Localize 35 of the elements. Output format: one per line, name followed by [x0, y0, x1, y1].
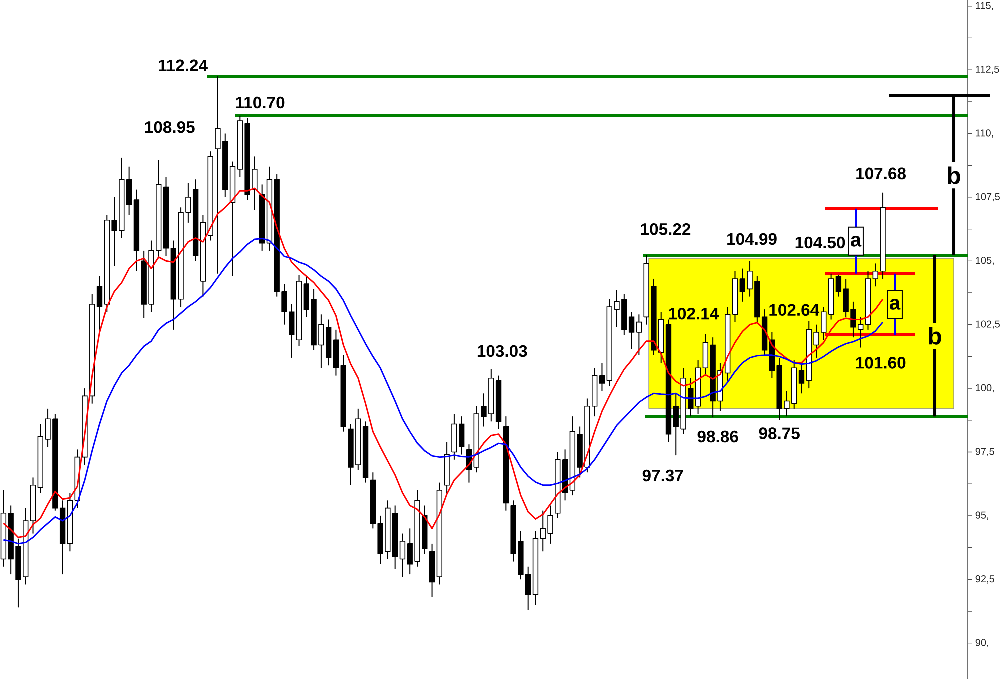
ref-line-label: 112.24: [159, 60, 208, 72]
annotation: 98.75: [759, 428, 800, 440]
y-tick-label: 97,5: [976, 448, 994, 456]
annotation: b: [948, 166, 960, 184]
annotation: 103.03: [478, 345, 528, 358]
annotation: a: [851, 236, 862, 247]
candlestick: [400, 533, 406, 578]
candlestick: [96, 276, 103, 330]
y-tick-label: 90,: [976, 639, 988, 648]
annotation: a: [890, 299, 901, 310]
annotation: 104.50: [796, 236, 846, 249]
y-tick-label: 110,: [976, 130, 994, 138]
annotation: 101.60: [856, 357, 906, 369]
y-tick-label: 95,: [976, 512, 988, 520]
annotation: 98.86: [698, 430, 738, 443]
ref-line-label: 110.70: [236, 96, 285, 109]
annotation: 97.37: [642, 470, 684, 482]
annotation: 104.99: [728, 233, 777, 246]
y-tick-label: 115,: [976, 2, 994, 10]
y-tick-label: 92,5: [976, 576, 994, 584]
candlestick: [599, 362, 606, 392]
annotation: 107.68: [856, 168, 906, 180]
candlestick: [628, 312, 635, 350]
y-tick-label: 102,5: [976, 320, 1000, 329]
y-tick-label: 107,5: [976, 193, 1000, 202]
candlestick: [636, 314, 642, 356]
y-tick-label: 112,5: [976, 66, 1000, 74]
candlestick: [798, 362, 805, 394]
annotation: b: [929, 327, 942, 345]
annotation: 108.95: [145, 121, 195, 134]
y-tick-label: 100,: [976, 384, 994, 393]
y-tick-label: 105,: [976, 257, 994, 266]
annotation: 102.14: [669, 308, 720, 320]
ref-line-label: 105.22: [641, 223, 691, 236]
annotation: 102.64: [770, 304, 820, 316]
